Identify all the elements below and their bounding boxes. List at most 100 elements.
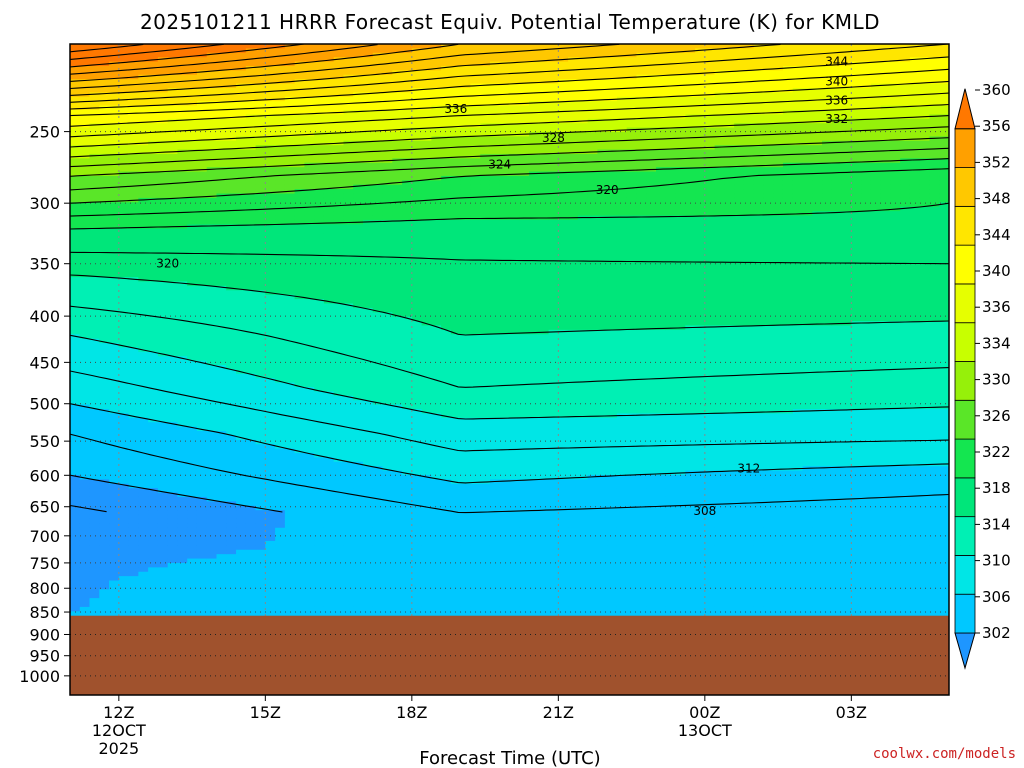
field-cell	[372, 96, 384, 102]
field-cell	[118, 470, 130, 476]
field-cell	[353, 153, 364, 159]
field-cell	[187, 400, 198, 406]
field-cell	[206, 562, 218, 568]
field-cell	[79, 470, 91, 476]
field-cell	[236, 153, 247, 159]
field-cell	[167, 365, 179, 371]
field-cell	[382, 536, 393, 542]
field-cell	[138, 518, 149, 524]
field-cell	[128, 466, 139, 472]
field-cell	[411, 453, 423, 458]
field-cell	[245, 483, 257, 489]
field-cell	[79, 334, 91, 340]
field-cell	[343, 228, 354, 234]
field-cell	[255, 417, 266, 423]
field-cell	[99, 206, 110, 212]
field-cell	[99, 334, 110, 340]
field-cell	[148, 558, 159, 564]
field-cell	[128, 457, 139, 463]
field-cell	[431, 61, 442, 67]
field-cell	[323, 400, 335, 406]
field-cell	[421, 114, 432, 120]
field-cell	[148, 96, 159, 102]
field-cell	[196, 584, 208, 590]
field-cell	[284, 351, 296, 357]
field-cell	[304, 224, 315, 230]
field-cell	[226, 321, 237, 327]
field-cell	[431, 241, 442, 247]
field-cell	[255, 136, 266, 142]
field-cell	[255, 356, 266, 362]
field-cell	[304, 175, 315, 181]
field-cell	[304, 277, 315, 283]
field-cell	[206, 483, 218, 489]
field-cell	[402, 70, 413, 76]
field-cell	[245, 378, 257, 384]
field-cell	[421, 52, 432, 58]
field-cell	[206, 136, 218, 142]
field-cell	[216, 395, 227, 401]
field-cell	[265, 461, 276, 467]
field-cell	[236, 131, 247, 137]
field-cell	[128, 426, 139, 432]
field-cell	[216, 219, 227, 225]
field-cell	[304, 602, 315, 608]
field-cell	[236, 510, 247, 516]
field-cell	[99, 474, 110, 480]
field-cell	[304, 571, 315, 577]
field-cell	[314, 263, 325, 269]
field-cell	[148, 466, 159, 472]
field-cell	[353, 453, 364, 458]
field-cell	[196, 316, 208, 322]
field-cell	[382, 439, 393, 445]
field-cell	[118, 395, 130, 401]
field-cell	[89, 109, 100, 115]
field-cell	[382, 206, 393, 212]
field-cell	[177, 228, 188, 234]
field-cell	[363, 145, 374, 151]
field-cell	[177, 162, 188, 168]
field-cell	[89, 365, 100, 371]
field-cell	[411, 518, 423, 524]
field-cell	[109, 483, 120, 489]
field-cell	[333, 158, 345, 164]
field-cell	[333, 290, 345, 296]
field-cell	[372, 378, 384, 384]
field-cell	[441, 123, 452, 129]
field-cell	[226, 431, 237, 437]
field-cell	[148, 44, 159, 49]
field-cell	[363, 518, 374, 524]
field-cell	[314, 272, 325, 278]
field-cell	[187, 277, 198, 283]
field-cell	[363, 228, 374, 234]
field-cell	[167, 611, 179, 617]
field-cell	[411, 294, 423, 300]
field-cell	[138, 92, 149, 98]
field-cell	[187, 153, 198, 159]
field-cell	[128, 105, 139, 111]
field-cell	[187, 136, 198, 142]
field-cell	[79, 294, 91, 300]
field-cell	[431, 457, 442, 463]
field-cell	[275, 237, 286, 243]
field-cell	[109, 206, 120, 212]
field-cell	[157, 576, 169, 582]
field-cell	[372, 334, 384, 340]
field-cell	[275, 426, 286, 432]
field-cell	[79, 444, 91, 450]
field-cell	[196, 136, 208, 142]
field-cell	[148, 74, 159, 80]
field-cell	[275, 92, 286, 98]
field-cell	[431, 518, 442, 524]
field-cell	[275, 602, 286, 608]
field-cell	[323, 206, 335, 212]
field-cell	[314, 387, 325, 393]
field-cell	[245, 593, 257, 599]
field-cell	[431, 329, 442, 335]
field-cell	[196, 466, 208, 472]
field-cell	[411, 343, 423, 349]
field-cell	[275, 483, 286, 489]
field-cell	[265, 479, 276, 485]
field-cell	[138, 417, 149, 423]
field-cell	[89, 92, 100, 98]
